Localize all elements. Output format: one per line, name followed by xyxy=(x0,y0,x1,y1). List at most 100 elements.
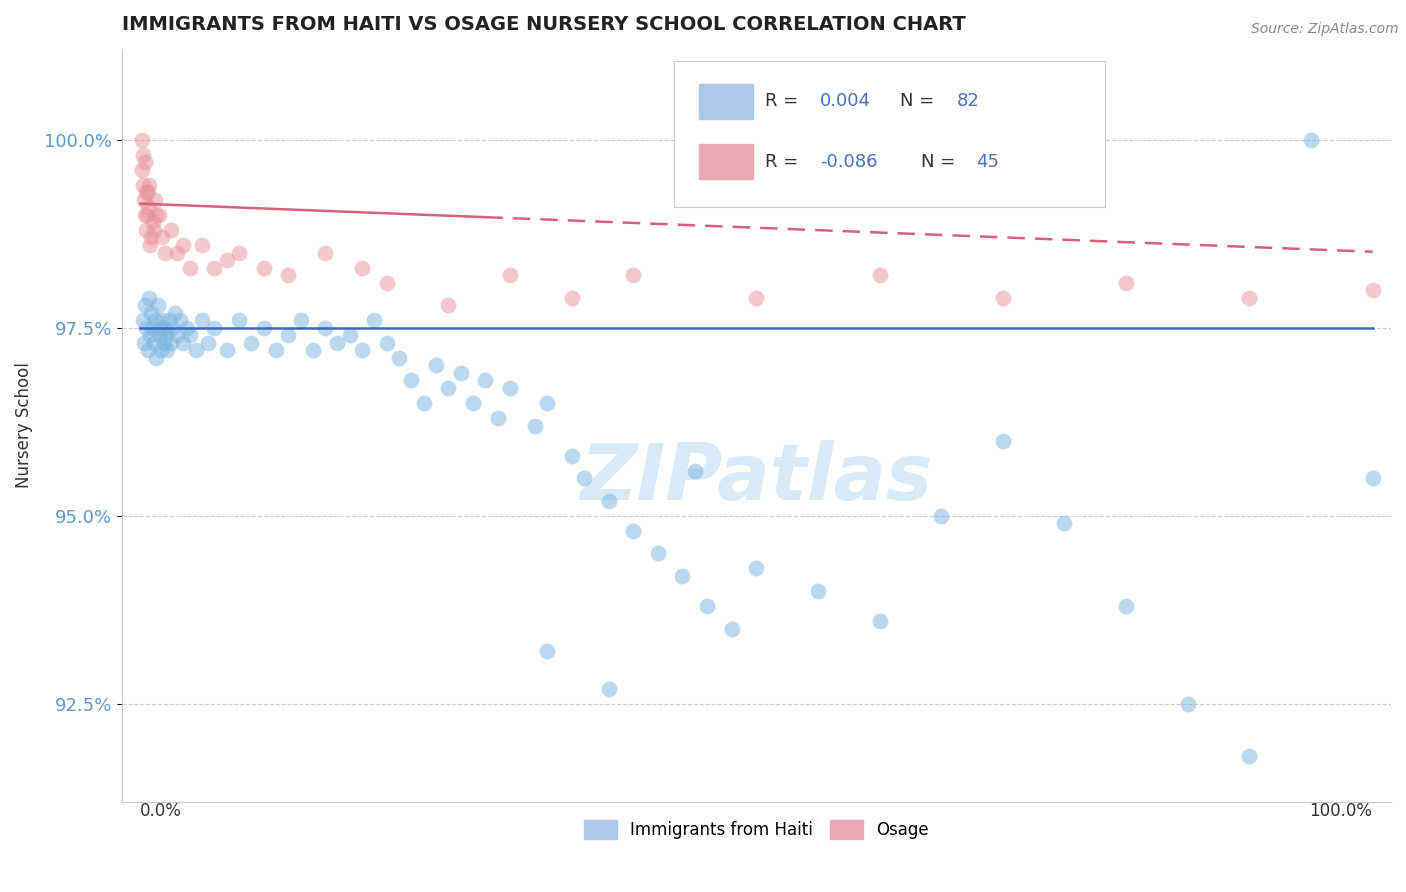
Point xyxy=(1361,471,1384,485)
Y-axis label: Nursery School: Nursery School xyxy=(15,362,32,489)
Point xyxy=(621,524,644,538)
Point xyxy=(290,313,312,327)
Point xyxy=(264,343,287,358)
Point xyxy=(1177,697,1199,711)
Point xyxy=(153,245,176,260)
Text: R =: R = xyxy=(765,93,804,111)
Point xyxy=(146,298,169,312)
Point xyxy=(135,223,157,237)
Text: 0.004: 0.004 xyxy=(820,93,870,111)
Point xyxy=(150,343,173,358)
Point xyxy=(1239,749,1261,764)
Point xyxy=(314,320,336,334)
Point xyxy=(179,328,201,343)
Point xyxy=(148,328,170,343)
Point xyxy=(131,162,153,177)
Point xyxy=(277,268,299,282)
Point xyxy=(160,335,183,350)
Point xyxy=(375,276,398,290)
Point xyxy=(745,561,768,575)
Point xyxy=(425,359,447,373)
Point xyxy=(561,449,583,463)
Point xyxy=(437,381,460,395)
Point xyxy=(363,313,385,327)
Point xyxy=(179,260,201,275)
Point xyxy=(352,260,374,275)
Point xyxy=(745,291,768,305)
Point xyxy=(149,320,172,334)
Point xyxy=(437,298,460,312)
Point xyxy=(172,335,194,350)
Point xyxy=(536,396,558,410)
Text: 0.0%: 0.0% xyxy=(141,802,183,820)
Point xyxy=(869,268,891,282)
Point xyxy=(166,245,188,260)
Point xyxy=(166,328,188,343)
Point xyxy=(240,335,263,350)
Point xyxy=(176,320,198,334)
Text: R =: R = xyxy=(765,153,804,170)
Point xyxy=(807,584,830,599)
Point xyxy=(339,328,361,343)
Point xyxy=(191,238,214,252)
Point xyxy=(474,373,496,387)
Point xyxy=(184,343,207,358)
Point xyxy=(277,328,299,343)
Point xyxy=(991,434,1014,448)
Point xyxy=(152,335,174,350)
Point xyxy=(314,245,336,260)
Point xyxy=(1115,599,1137,613)
Point xyxy=(132,313,155,327)
Legend: Immigrants from Haiti, Osage: Immigrants from Haiti, Osage xyxy=(576,814,936,846)
Point xyxy=(136,186,159,200)
Point xyxy=(134,208,156,222)
Point xyxy=(536,644,558,658)
Point xyxy=(215,253,238,268)
Point xyxy=(139,238,162,252)
Point xyxy=(1239,291,1261,305)
Point xyxy=(1361,283,1384,297)
Point xyxy=(153,320,176,334)
Point xyxy=(142,335,165,350)
Point xyxy=(412,396,434,410)
Point xyxy=(352,343,374,358)
Point xyxy=(131,133,153,147)
Point xyxy=(696,599,718,613)
Point xyxy=(598,493,620,508)
Point xyxy=(202,260,225,275)
Point xyxy=(169,313,191,327)
FancyBboxPatch shape xyxy=(699,84,752,119)
Point xyxy=(621,268,644,282)
FancyBboxPatch shape xyxy=(673,61,1105,208)
Point xyxy=(156,343,179,358)
Point xyxy=(152,230,174,244)
Point xyxy=(132,178,155,192)
Point xyxy=(326,335,349,350)
Point xyxy=(135,186,157,200)
Point xyxy=(136,201,159,215)
Point xyxy=(163,306,186,320)
Point xyxy=(561,291,583,305)
Point xyxy=(152,313,174,327)
Point xyxy=(499,268,522,282)
Text: 45: 45 xyxy=(976,153,1000,170)
Point xyxy=(598,681,620,696)
FancyBboxPatch shape xyxy=(699,145,752,178)
Point xyxy=(252,320,274,334)
Point xyxy=(139,328,162,343)
Point xyxy=(572,471,595,485)
Point xyxy=(143,313,166,327)
Point xyxy=(228,245,250,260)
Point xyxy=(139,230,162,244)
Point xyxy=(1053,516,1076,531)
Point xyxy=(143,193,166,207)
Point xyxy=(141,306,163,320)
Point xyxy=(523,418,546,433)
Text: IMMIGRANTS FROM HAITI VS OSAGE NURSERY SCHOOL CORRELATION CHART: IMMIGRANTS FROM HAITI VS OSAGE NURSERY S… xyxy=(122,15,966,34)
Point xyxy=(132,335,155,350)
Point xyxy=(191,313,214,327)
Point xyxy=(869,614,891,628)
Point xyxy=(450,366,472,380)
Text: N =: N = xyxy=(921,153,962,170)
Text: Source: ZipAtlas.com: Source: ZipAtlas.com xyxy=(1251,22,1399,37)
